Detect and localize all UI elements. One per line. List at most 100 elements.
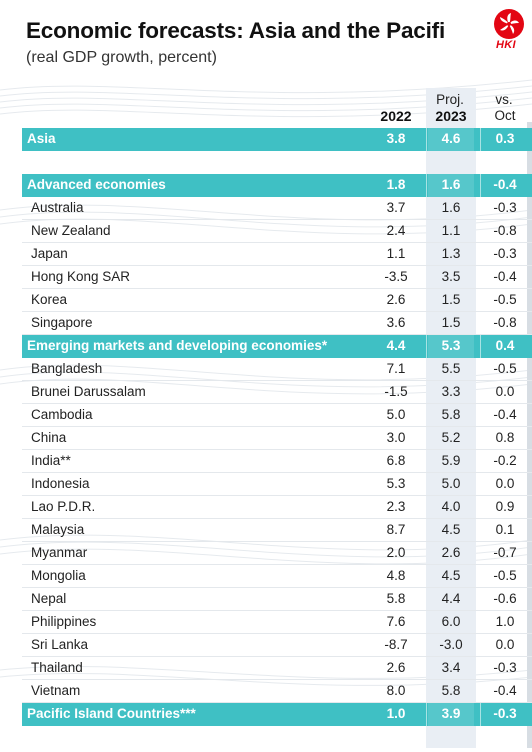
value-vs-oct: 0.0 xyxy=(495,476,515,491)
value-vs-oct: -0.4 xyxy=(493,407,517,422)
page-subtitle: (real GDP growth, percent) xyxy=(26,49,217,66)
column-divider xyxy=(426,174,427,197)
table-row: Myanmar 2.0 2.6 -0.7 xyxy=(22,542,532,565)
table-row: Hong Kong SAR -3.5 3.5 -0.4 xyxy=(22,266,532,289)
row-label: Korea xyxy=(31,292,68,307)
value-proj-2023: 4.5 xyxy=(441,568,461,583)
value-vs-oct: -0.8 xyxy=(493,223,517,238)
value-vs-oct: 0.9 xyxy=(495,499,515,514)
value-vs-oct: -0.5 xyxy=(493,568,517,583)
flower-logo-icon xyxy=(494,9,524,39)
row-label: Cambodia xyxy=(31,407,93,422)
value-proj-2023: 4.6 xyxy=(428,128,474,151)
value-proj-2023: 5.3 xyxy=(428,335,474,358)
table-row: Nepal 5.8 4.4 -0.6 xyxy=(22,588,532,611)
value-2022: 8.0 xyxy=(386,683,406,698)
value-proj-2023: -3.0 xyxy=(439,637,463,652)
value-2022: 8.7 xyxy=(386,522,406,537)
projection-column-highlight xyxy=(426,88,476,748)
row-label: Sri Lanka xyxy=(31,637,89,652)
col2-header-top: Proj. xyxy=(436,92,464,107)
value-2022: 2.6 xyxy=(386,660,406,675)
value-2022: 4.4 xyxy=(386,338,406,353)
value-2022: 3.0 xyxy=(386,430,406,445)
value-vs-oct: 0.1 xyxy=(495,522,515,537)
table-row: Malaysia 8.7 4.5 0.1 xyxy=(22,519,532,542)
row-label: Indonesia xyxy=(31,476,90,491)
row-label: Myanmar xyxy=(31,545,88,560)
logo-text: HKI xyxy=(496,39,516,51)
value-vs-oct: -0.3 xyxy=(493,660,517,675)
table-row: Mongolia 4.8 4.5 -0.5 xyxy=(22,565,532,588)
value-2022: 5.8 xyxy=(386,591,406,606)
column-divider xyxy=(480,703,481,726)
value-proj-2023: 4.4 xyxy=(441,591,461,606)
col2-header: 2023 xyxy=(435,108,467,124)
table-row: Australia 3.7 1.6 -0.3 xyxy=(22,197,532,220)
value-vs-oct: 0.3 xyxy=(495,131,515,146)
value-2022: 2.3 xyxy=(386,499,406,514)
value-proj-2023: 4.5 xyxy=(441,522,461,537)
column-divider xyxy=(426,128,427,151)
value-vs-oct: -0.4 xyxy=(493,683,517,698)
row-label: Singapore xyxy=(31,315,93,330)
table-group-row: Asia 3.8 4.6 0.3 xyxy=(22,128,532,151)
value-proj-2023: 1.1 xyxy=(441,223,461,238)
table-row: Thailand 2.6 3.4 -0.3 xyxy=(22,657,532,680)
row-label: Thailand xyxy=(31,660,83,675)
value-2022: 7.6 xyxy=(386,614,406,629)
hki-logo: HKI xyxy=(486,8,532,56)
value-2022: -8.7 xyxy=(384,637,408,652)
table-row: China 3.0 5.2 0.8 xyxy=(22,427,532,450)
value-2022: 2.4 xyxy=(386,223,406,238)
table-row: Vietnam 8.0 5.8 -0.4 xyxy=(22,680,532,703)
column-divider xyxy=(480,335,481,358)
value-2022: 1.0 xyxy=(386,706,406,721)
value-2022: 5.0 xyxy=(386,407,406,422)
col1-header: 2022 xyxy=(380,108,412,124)
value-vs-oct: 0.4 xyxy=(495,338,515,353)
table-row: Indonesia 5.3 5.0 0.0 xyxy=(22,473,532,496)
value-vs-oct: -0.2 xyxy=(493,453,517,468)
column-divider xyxy=(426,335,427,358)
value-proj-2023: 1.6 xyxy=(441,200,461,215)
value-proj-2023: 5.2 xyxy=(441,430,461,445)
column-divider xyxy=(426,703,427,726)
table-group-row: Pacific Island Countries*** 1.0 3.9 -0.3 xyxy=(22,703,532,726)
value-vs-oct: -0.8 xyxy=(493,315,517,330)
row-label: Nepal xyxy=(31,591,67,606)
row-label: India** xyxy=(31,453,71,468)
value-proj-2023: 5.0 xyxy=(441,476,461,491)
value-vs-oct: 1.0 xyxy=(495,614,515,629)
row-label: Vietnam xyxy=(31,683,81,698)
value-2022: 4.8 xyxy=(386,568,406,583)
value-proj-2023: 5.8 xyxy=(441,683,461,698)
table-row: Korea 2.6 1.5 -0.5 xyxy=(22,289,532,312)
value-proj-2023: 3.3 xyxy=(441,384,461,399)
table-spacer-row xyxy=(22,151,532,174)
value-2022: -3.5 xyxy=(384,269,408,284)
value-proj-2023: 1.5 xyxy=(441,315,461,330)
row-label: Malaysia xyxy=(31,522,85,537)
value-proj-2023: 3.9 xyxy=(428,703,474,726)
value-proj-2023: 3.5 xyxy=(441,269,461,284)
value-vs-oct: -0.3 xyxy=(493,706,517,721)
value-vs-oct: -0.6 xyxy=(493,591,517,606)
row-label: Lao P.D.R. xyxy=(31,499,96,514)
value-vs-oct: -0.3 xyxy=(493,200,517,215)
value-proj-2023: 5.9 xyxy=(441,453,461,468)
row-label: China xyxy=(31,430,67,445)
value-vs-oct: -0.4 xyxy=(493,177,517,192)
table-row: Philippines 7.6 6.0 1.0 xyxy=(22,611,532,634)
value-vs-oct: -0.3 xyxy=(493,246,517,261)
value-proj-2023: 4.0 xyxy=(441,499,461,514)
col3-header-top: vs. xyxy=(495,92,513,107)
table-row: Cambodia 5.0 5.8 -0.4 xyxy=(22,404,532,427)
value-vs-oct: 0.0 xyxy=(495,637,515,652)
row-label: New Zealand xyxy=(31,223,111,238)
value-proj-2023: 2.6 xyxy=(441,545,461,560)
page-title: Economic forecasts: Asia and the Pacifi xyxy=(26,18,445,43)
value-proj-2023: 3.4 xyxy=(441,660,461,675)
table-group-row: Advanced economies 1.8 1.6 -0.4 xyxy=(22,174,532,197)
col3-header: Oct xyxy=(494,108,516,123)
